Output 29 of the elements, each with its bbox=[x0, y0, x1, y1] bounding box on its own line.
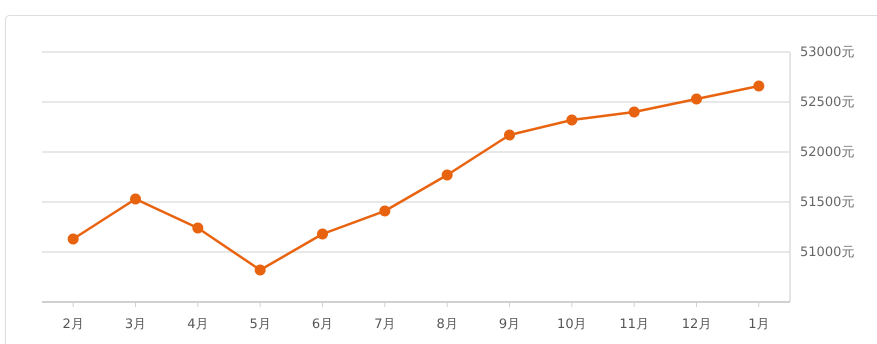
x-tick-label: 3月 bbox=[124, 317, 146, 332]
point bbox=[442, 170, 453, 180]
y-tick-label: 51000元 bbox=[800, 245, 854, 260]
point bbox=[192, 222, 204, 234]
x-tick-label: 6月 bbox=[312, 317, 334, 332]
y-tick-label: 52500元 bbox=[800, 95, 854, 110]
point bbox=[566, 114, 578, 126]
x-tick-label: 1月 bbox=[748, 317, 770, 332]
x-tick-label: 9月 bbox=[498, 317, 520, 332]
point bbox=[628, 106, 640, 118]
point bbox=[753, 80, 764, 92]
point bbox=[691, 94, 702, 104]
x-tick-label: 7月 bbox=[374, 317, 396, 332]
y-tick-label: 52000元 bbox=[800, 145, 854, 160]
y-tick-label: 51500元 bbox=[800, 195, 854, 210]
x-tick-label: 12月 bbox=[682, 317, 712, 332]
x-tick-label: 11月 bbox=[619, 317, 649, 332]
x-tick-label: 10月 bbox=[557, 317, 587, 332]
x-tick-label: 4月 bbox=[187, 317, 208, 332]
point bbox=[254, 264, 266, 276]
point bbox=[504, 130, 515, 140]
point bbox=[379, 206, 390, 216]
x-tick-label: 5月 bbox=[250, 317, 271, 332]
x-tick-label: 8月 bbox=[436, 317, 458, 332]
point bbox=[317, 228, 328, 240]
point bbox=[68, 234, 79, 244]
x-tick-label: 2月 bbox=[62, 317, 84, 332]
point bbox=[130, 194, 141, 204]
y-tick-label: 53000元 bbox=[800, 45, 854, 60]
